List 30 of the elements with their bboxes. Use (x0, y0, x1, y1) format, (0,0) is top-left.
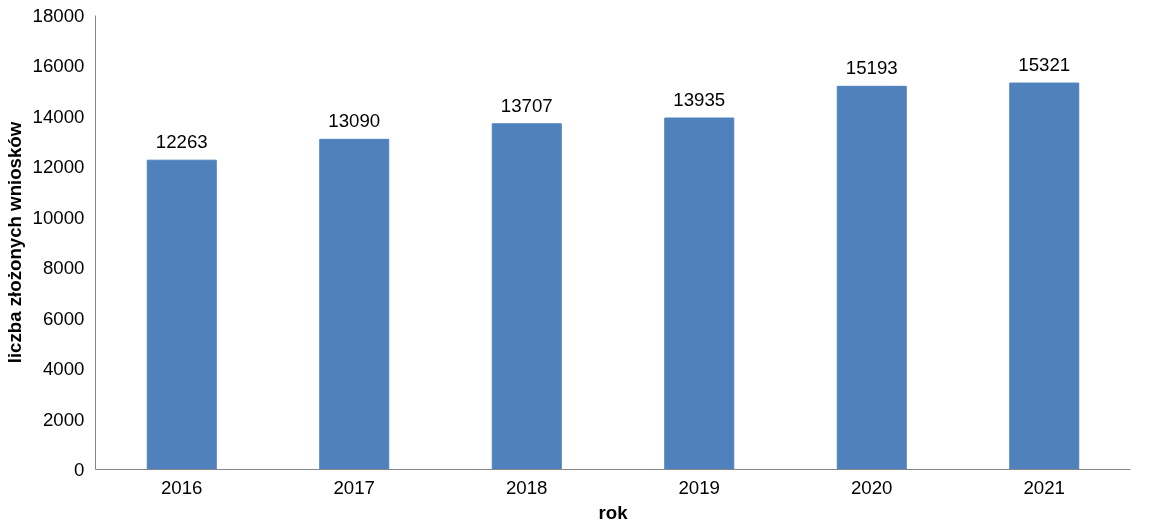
data-label: 13707 (500, 94, 553, 116)
y-tick-label: 2000 (43, 408, 85, 430)
x-tick-label: 2018 (506, 476, 548, 498)
bar (319, 138, 390, 470)
y-tick-label: 18000 (32, 5, 85, 26)
y-tick-label: 16000 (32, 55, 85, 77)
y-tick-label: 0 (74, 459, 85, 480)
bar (146, 159, 217, 470)
y-tick-label: 6000 (43, 307, 85, 329)
data-label: 12263 (155, 131, 208, 153)
x-tick-label: 2019 (678, 476, 721, 498)
y-tick-label: 8000 (43, 257, 85, 279)
y-tick-label: 12000 (32, 156, 85, 178)
x-tick-label: 2017 (333, 476, 376, 498)
x-tick-label: 2016 (161, 476, 203, 498)
bar (836, 85, 907, 470)
bar (491, 123, 562, 470)
bar (664, 117, 735, 470)
x-tick-label: 2020 (851, 476, 893, 498)
data-label: 13090 (328, 110, 381, 132)
x-axis-title: rok (598, 501, 629, 523)
data-label: 15321 (1018, 54, 1071, 76)
y-tick-label: 4000 (43, 358, 85, 380)
data-label: 15193 (845, 57, 898, 79)
x-tick-label: 2021 (1023, 476, 1066, 498)
y-axis-title: liczba złożonych wniosków (3, 121, 25, 364)
y-tick-label: 14000 (32, 105, 85, 127)
data-label: 13935 (673, 89, 726, 111)
y-tick-label: 10000 (32, 206, 85, 228)
bar (1009, 82, 1080, 470)
